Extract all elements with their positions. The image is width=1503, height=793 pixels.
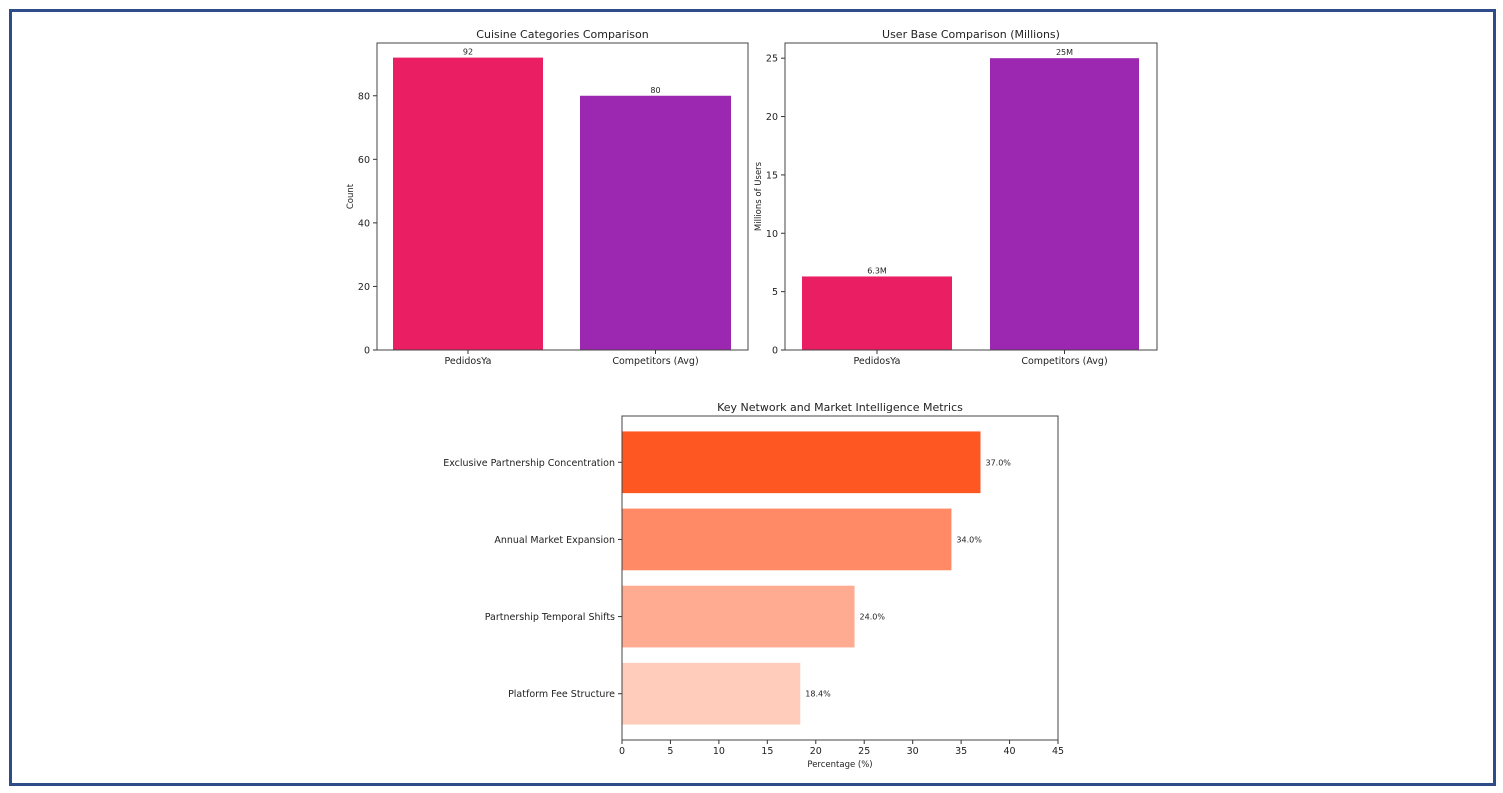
- data-label: 25M: [1056, 48, 1073, 57]
- y-tick-label: 0: [364, 346, 370, 357]
- data-label: 24.0%: [860, 613, 886, 622]
- chart-title: Key Network and Market Intelligence Metr…: [717, 401, 963, 414]
- x-tick-label: 30: [907, 746, 919, 757]
- bar-pedidosya: [393, 57, 543, 350]
- y-tick-label: 20: [766, 112, 778, 123]
- plot-frame: [621, 415, 1059, 741]
- x-tick-label: Competitors (Avg): [1021, 356, 1107, 367]
- bar-annual-market-expansion: [622, 508, 952, 571]
- bar-exclusive-partnership-concentration: [622, 431, 981, 494]
- bar-platform-fee-structure: [622, 662, 801, 725]
- y-tick-label: 0: [772, 346, 778, 357]
- x-tick-label: 0: [619, 746, 625, 757]
- y-tick-label: 15: [766, 170, 778, 181]
- x-tick-label: 15: [761, 746, 773, 757]
- chart-title: User Base Comparison (Millions): [882, 28, 1060, 41]
- bar-pedidosya: [802, 276, 952, 350]
- data-label: 80: [650, 86, 660, 95]
- y-axis-label: Millions of Users: [754, 161, 764, 231]
- y-axis-label: Count: [346, 183, 356, 209]
- x-tick-label: PedidosYa: [444, 356, 491, 367]
- plot-frame: [784, 42, 1158, 351]
- x-tick-label: 5: [667, 746, 673, 757]
- x-tick-label: 35: [955, 746, 967, 757]
- x-tick-label: 10: [713, 746, 725, 757]
- x-tick-label: PedidosYa: [853, 356, 900, 367]
- x-tick-label: 45: [1052, 746, 1064, 757]
- chart-title: Cuisine Categories Comparison: [476, 28, 648, 41]
- y-tick-label: 25: [766, 54, 778, 65]
- bar-partnership-temporal-shifts: [622, 585, 855, 648]
- y-tick-label: 5: [772, 287, 778, 298]
- y-tick-label: 40: [358, 218, 370, 229]
- plot-frame: [376, 42, 749, 351]
- bar-competitors-avg-: [990, 58, 1139, 351]
- x-axis-label: Percentage (%): [807, 760, 872, 770]
- y-tick-label: Exclusive Partnership Concentration: [443, 458, 615, 469]
- data-label: 6.3M: [867, 266, 887, 275]
- bar-competitors-avg-: [580, 95, 731, 350]
- y-tick-label: Platform Fee Structure: [508, 689, 615, 700]
- x-tick-label: 40: [1004, 746, 1016, 757]
- x-tick-label: 25: [858, 746, 870, 757]
- y-tick-label: Annual Market Expansion: [494, 535, 615, 546]
- data-label: 34.0%: [956, 535, 982, 544]
- y-tick-label: 80: [358, 91, 370, 102]
- y-tick-label: 60: [358, 155, 370, 166]
- x-tick-label: Competitors (Avg): [612, 356, 698, 367]
- y-tick-label: 10: [766, 229, 778, 240]
- data-label: 37.0%: [985, 458, 1011, 467]
- data-label: 18.4%: [805, 690, 831, 699]
- y-tick-label: 20: [358, 282, 370, 293]
- x-tick-label: 20: [810, 746, 822, 757]
- data-label: 92: [463, 48, 473, 57]
- y-tick-label: Partnership Temporal Shifts: [485, 612, 615, 623]
- image-frame: [9, 9, 1496, 786]
